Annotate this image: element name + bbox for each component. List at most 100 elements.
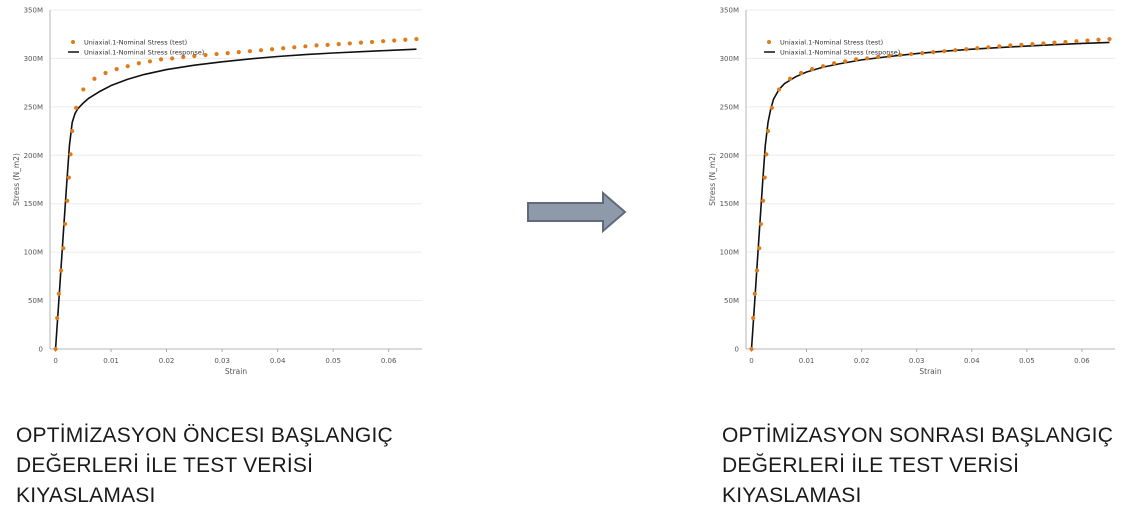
data-point-test bbox=[854, 57, 859, 62]
series-line-response bbox=[54, 48, 417, 350]
data-point-test bbox=[403, 37, 408, 42]
caption-before-optimization: OPTİMİZASYON ÖNCESI BAŞLANGIÇ DEĞERLERİ … bbox=[16, 421, 393, 511]
chart-before-optimization: 0 50M 100M 150M 200M 250M 300M 350M 0 0.01 0.02 0.0… bbox=[0, 0, 440, 390]
data-point-test bbox=[56, 291, 61, 296]
data-point-test bbox=[369, 39, 375, 45]
data-point-test bbox=[931, 50, 936, 55]
data-point-test bbox=[73, 105, 79, 110]
data-point-test bbox=[1052, 40, 1057, 45]
data-point-test bbox=[158, 57, 164, 62]
y-tick-label: 350M bbox=[24, 7, 43, 15]
data-point-test bbox=[769, 105, 774, 110]
x-tick-label: 0.04 bbox=[270, 357, 286, 365]
y-tick-label: 0 bbox=[735, 346, 739, 354]
x-tick-label: 0.05 bbox=[1019, 357, 1035, 365]
legend-marker-test bbox=[71, 40, 75, 44]
data-point-test bbox=[821, 64, 826, 69]
data-point-test bbox=[61, 246, 66, 251]
chart-after-optimization: 0 50M 100M 150M 200M 250M 300M 350M 0 0.01 0.02 0.0… bbox=[696, 0, 1133, 390]
data-point-test bbox=[809, 66, 815, 72]
legend-label: Uniaxial.1-Nominal Stress (test) bbox=[84, 38, 187, 46]
legend-label: Uniaxial.1-Nominal Stress (test) bbox=[780, 38, 883, 46]
data-point-test bbox=[765, 128, 771, 134]
data-point-test bbox=[762, 175, 767, 180]
data-point-test bbox=[1041, 41, 1046, 46]
legend-marker-test bbox=[767, 40, 771, 44]
y-tick-label: 250M bbox=[24, 103, 43, 111]
data-point-test bbox=[292, 45, 297, 50]
data-point-test bbox=[760, 198, 766, 203]
y-tick-label: 100M bbox=[720, 249, 739, 257]
data-point-test bbox=[898, 52, 903, 58]
caption-after-optimization: OPTİMİZASYON SONRASI BAŞLANGIÇ DEĞERLERİ… bbox=[722, 421, 1113, 511]
series-line-response bbox=[750, 41, 1110, 350]
data-point-test bbox=[1030, 41, 1035, 47]
caption-line: KIYASLAMASI bbox=[16, 484, 156, 507]
y-tick-label: 250M bbox=[720, 103, 739, 111]
data-point-test bbox=[66, 175, 71, 180]
y-tick-label: 200M bbox=[24, 152, 43, 160]
x-tick-label: 0.06 bbox=[1074, 357, 1090, 365]
data-point-test bbox=[953, 48, 958, 53]
caption-line: OPTİMİZASYON ÖNCESI BAŞLANGIÇ bbox=[16, 424, 393, 447]
x-tick-label: 0.03 bbox=[214, 357, 230, 365]
data-point-test bbox=[214, 51, 219, 57]
data-point-test bbox=[1107, 36, 1112, 42]
x-tick-label: 0.01 bbox=[103, 357, 119, 365]
data-point-test bbox=[920, 51, 925, 56]
data-point-test bbox=[258, 48, 264, 53]
data-point-test bbox=[1096, 37, 1101, 42]
data-point-test bbox=[181, 54, 186, 60]
y-tick-label: 150M bbox=[720, 200, 739, 208]
data-point-test bbox=[55, 315, 60, 321]
caption-line: DEĞERLERİ İLE TEST VERİSİ bbox=[16, 454, 314, 477]
data-point-test bbox=[65, 198, 70, 203]
data-point-test bbox=[1085, 38, 1090, 43]
data-point-test bbox=[247, 49, 252, 54]
data-point-test bbox=[314, 43, 319, 48]
data-point-test bbox=[909, 51, 914, 57]
x-tick-label: 0.03 bbox=[909, 357, 925, 365]
y-tick-label: 300M bbox=[24, 55, 43, 63]
y-axis-label: Stress (N_m2) bbox=[12, 153, 21, 206]
data-point-test bbox=[887, 53, 892, 59]
data-point-test bbox=[752, 291, 757, 296]
x-tick-label: 0.04 bbox=[964, 357, 980, 365]
data-point-test bbox=[381, 39, 386, 44]
x-tick-label: 0 bbox=[749, 357, 753, 365]
y-tick-label: 350M bbox=[720, 7, 739, 15]
y-tick-label: 150M bbox=[24, 200, 43, 208]
data-point-test bbox=[414, 36, 419, 42]
y-axis-label: Stress (N_m2) bbox=[708, 153, 717, 206]
data-point-test bbox=[1074, 39, 1079, 44]
data-point-test bbox=[347, 41, 352, 46]
legend-label: Uniaxial.1-Nominal Stress (response) bbox=[780, 48, 900, 56]
data-point-test bbox=[103, 70, 108, 76]
data-point-test bbox=[758, 221, 763, 227]
data-point-test bbox=[203, 52, 208, 58]
data-point-test bbox=[749, 346, 754, 352]
data-point-test bbox=[281, 46, 286, 51]
y-tick-label: 0 bbox=[39, 346, 43, 354]
data-point-test bbox=[358, 40, 364, 45]
data-point-test bbox=[114, 66, 119, 72]
data-point-test bbox=[62, 221, 68, 227]
data-point-test bbox=[798, 70, 804, 76]
data-point-test bbox=[81, 87, 86, 92]
x-tick-label: 0.06 bbox=[381, 357, 397, 365]
data-point-test bbox=[269, 47, 275, 52]
y-tick-label: 200M bbox=[720, 152, 739, 160]
data-point-test bbox=[964, 47, 969, 52]
data-point-test bbox=[832, 61, 837, 66]
x-tick-label: 0.02 bbox=[159, 357, 175, 365]
data-point-test bbox=[876, 54, 881, 60]
data-point-test bbox=[136, 61, 141, 66]
data-point-test bbox=[843, 59, 848, 64]
data-point-test bbox=[303, 44, 308, 49]
data-point-test bbox=[236, 50, 241, 55]
data-point-test bbox=[192, 53, 197, 59]
data-point-test bbox=[325, 42, 330, 47]
data-point-test bbox=[170, 56, 175, 61]
data-point-test bbox=[942, 49, 947, 54]
caption-line: KIYASLAMASI bbox=[722, 484, 862, 507]
